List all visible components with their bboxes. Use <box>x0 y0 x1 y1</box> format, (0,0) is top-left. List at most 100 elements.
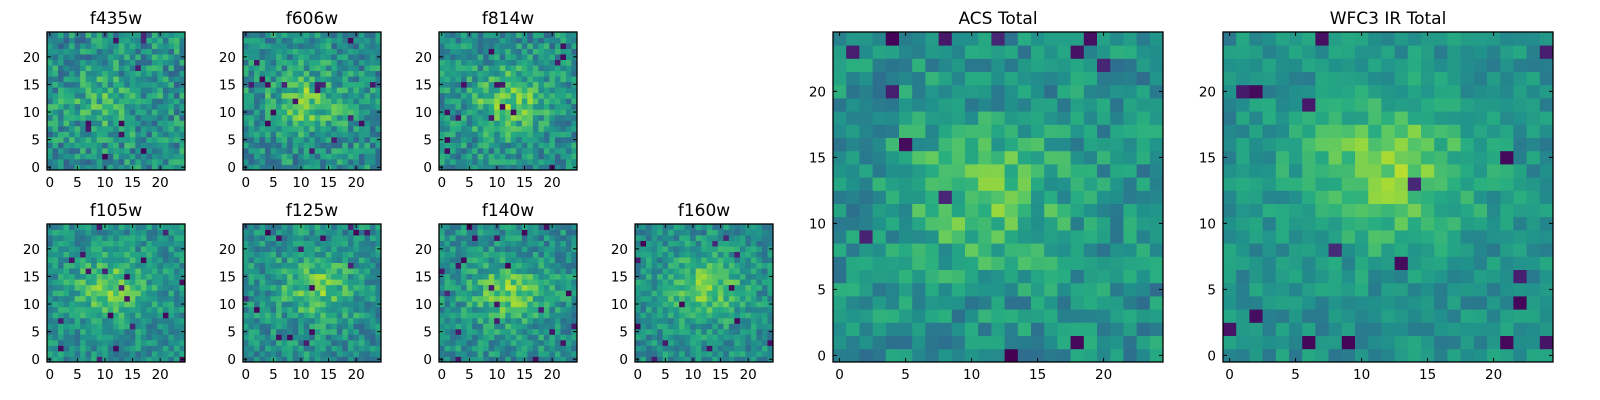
heatmap-cell <box>254 268 260 275</box>
heatmap-cell <box>1110 348 1124 363</box>
heatmap-cell <box>265 76 271 83</box>
heatmap-cell <box>571 147 578 154</box>
heatmap-cell <box>472 273 479 280</box>
heatmap-cell <box>657 257 663 264</box>
heatmap-cell <box>833 296 847 310</box>
heatmap-cell <box>248 164 255 171</box>
heatmap-cell <box>538 153 545 160</box>
y-tick-label: 20 <box>611 242 628 258</box>
heatmap-cell <box>527 120 534 127</box>
heatmap-cell <box>336 48 343 55</box>
heatmap-cell <box>342 350 349 357</box>
heatmap-cell <box>527 246 534 252</box>
heatmap-cell <box>657 273 663 280</box>
heatmap-cell <box>146 114 153 121</box>
heatmap-cell <box>248 131 255 138</box>
heatmap-cell <box>712 306 719 313</box>
heatmap-cell <box>527 235 534 241</box>
heatmap-cell <box>342 246 349 252</box>
heatmap-cell <box>375 262 382 269</box>
heatmap-cell <box>254 295 260 302</box>
heatmap-cell <box>162 65 169 72</box>
heatmap-cell <box>527 54 534 60</box>
heatmap-cell <box>951 190 966 204</box>
heatmap-cell <box>439 279 445 286</box>
heatmap-cell <box>248 279 255 286</box>
heatmap-cell <box>549 240 556 247</box>
heatmap-cell <box>303 125 310 132</box>
heatmap-cell <box>494 131 501 138</box>
heatmap-cell <box>739 262 746 269</box>
heatmap-cell <box>107 76 114 83</box>
heatmap-cell <box>129 136 136 143</box>
heatmap-cell <box>516 98 523 105</box>
heatmap-cell <box>461 65 467 72</box>
heatmap-cell <box>369 131 376 138</box>
heatmap-cell <box>499 81 506 88</box>
heatmap-cell <box>885 296 900 310</box>
heatmap-cell <box>303 240 310 247</box>
heatmap-cell <box>565 224 572 230</box>
heatmap-cell <box>248 301 255 308</box>
heatmap-cell <box>309 92 316 99</box>
heatmap-cell <box>1149 190 1164 204</box>
heatmap-cell <box>494 136 501 143</box>
heatmap-cell <box>74 54 81 60</box>
heatmap-cell <box>750 345 757 352</box>
heatmap-cell <box>102 246 109 252</box>
heatmap-cell <box>521 98 528 105</box>
x-tick-label: 5 <box>661 367 670 383</box>
heatmap-cell <box>846 243 860 257</box>
heatmap-cell <box>951 203 966 218</box>
heatmap-cell <box>461 345 467 352</box>
heatmap-cell <box>157 284 164 291</box>
heatmap-cell <box>499 147 506 154</box>
heatmap-cell <box>549 103 556 110</box>
heatmap-cell <box>364 43 371 49</box>
heatmap-cell <box>728 295 735 302</box>
heatmap-cell <box>662 235 669 241</box>
heatmap-cell <box>358 164 365 171</box>
heatmap-cell <box>527 65 534 72</box>
heatmap-cell <box>483 87 490 94</box>
heatmap-cell <box>728 240 735 247</box>
heatmap-cell <box>499 153 506 160</box>
x-tick-label: 5 <box>269 367 278 383</box>
heatmap-cell <box>521 306 528 313</box>
heatmap-cell <box>168 103 175 110</box>
heatmap-cell <box>265 279 271 286</box>
heatmap-cell <box>369 229 376 236</box>
heatmap-cell <box>673 295 680 302</box>
heatmap-cell <box>706 246 713 252</box>
heatmap-cell <box>455 158 462 165</box>
heatmap-cell <box>375 240 382 247</box>
heatmap-cell <box>450 312 456 319</box>
heatmap-cell <box>124 87 131 94</box>
heatmap-cell <box>135 70 142 77</box>
heatmap-cell <box>444 268 451 275</box>
heatmap-cell <box>248 114 255 121</box>
heatmap-cell <box>347 279 354 286</box>
heatmap-cell <box>756 235 763 241</box>
heatmap-cell <box>276 103 283 110</box>
heatmap-cell <box>140 65 147 72</box>
heatmap-cell <box>1110 282 1124 297</box>
heatmap-cell <box>1004 256 1019 270</box>
heatmap-cell <box>723 317 730 324</box>
heatmap-cell <box>281 262 288 269</box>
heatmap-cell <box>287 142 294 149</box>
heatmap-cell <box>455 131 462 138</box>
heatmap-cell <box>146 284 153 291</box>
heatmap-cell <box>767 284 774 291</box>
heatmap-cell <box>107 54 114 60</box>
y-tick-label: 5 <box>227 325 236 341</box>
heatmap-cell <box>444 54 451 60</box>
heatmap-cell <box>69 284 75 291</box>
heatmap-cell <box>483 98 490 105</box>
heatmap-cell <box>265 125 271 132</box>
heatmap-cell <box>254 262 260 269</box>
heatmap-cell <box>723 350 730 357</box>
heatmap-cell <box>265 229 271 236</box>
heatmap-cell <box>532 273 539 280</box>
heatmap-cell <box>571 120 578 127</box>
